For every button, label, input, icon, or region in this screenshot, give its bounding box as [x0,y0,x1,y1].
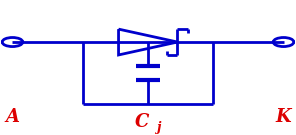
Text: j: j [156,121,160,134]
Text: K: K [276,108,291,126]
Text: A: A [6,108,20,126]
Text: C: C [135,113,149,131]
